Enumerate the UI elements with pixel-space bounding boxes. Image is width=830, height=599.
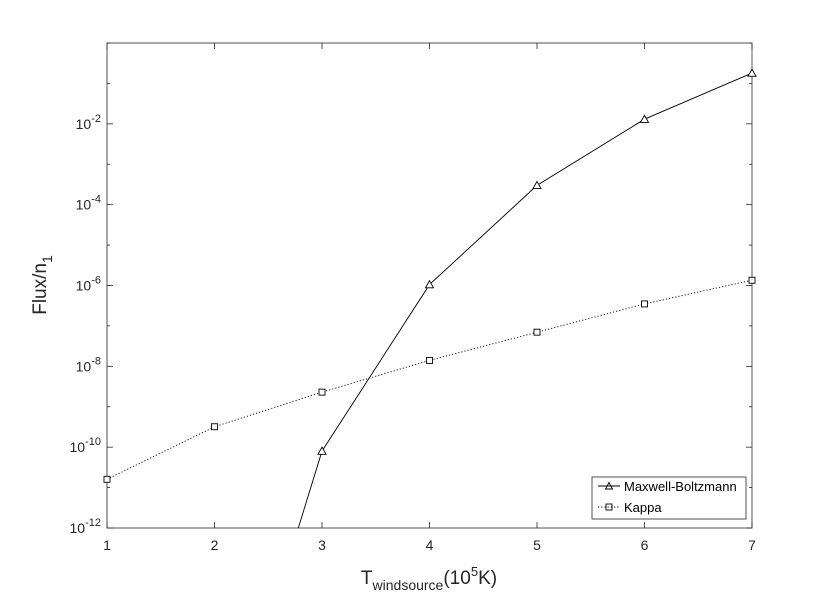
legend-label-kappa: Kappa	[624, 500, 662, 515]
data-point-triangle	[639, 114, 650, 123]
y-tick-label: 10-4	[76, 194, 101, 213]
data-point-square	[748, 276, 756, 284]
data-point-square	[533, 328, 541, 336]
data-point-square	[103, 475, 111, 483]
x-tick-label: 3	[318, 537, 326, 553]
x-tick-label: 1	[103, 537, 111, 553]
legend: Maxwell-Boltzmann Kappa	[591, 476, 747, 520]
x-axis-label-unit-superscript: 5	[471, 564, 478, 579]
data-point-square	[641, 300, 648, 308]
data-point-square	[211, 423, 218, 431]
x-axis-label-main: T	[361, 568, 373, 589]
legend-marker-triangle	[604, 481, 614, 490]
y-axis-label-subscript: 1	[39, 255, 55, 263]
x-tick-label: 4	[426, 537, 434, 553]
data-point-triangle	[317, 446, 327, 455]
y-tick-label: 10-10	[70, 436, 101, 455]
y-axis-label: Flux/n1	[30, 255, 55, 315]
data-point-triangle	[747, 68, 757, 77]
x-axis-label-unit-suffix: K)	[478, 568, 497, 589]
x-axis-label: Twindsource(105K)	[361, 564, 497, 593]
legend-marker-square	[605, 503, 613, 511]
y-axis-label-main: Flux/n	[30, 263, 51, 315]
x-tick-label: 5	[533, 537, 541, 553]
y-tick-label: 10-8	[76, 355, 101, 374]
data-point-triangle	[424, 279, 435, 289]
y-tick-label: 10-2	[76, 113, 101, 132]
y-tick-label: 10-12	[70, 517, 101, 536]
y-tick-label: 10-6	[76, 275, 101, 294]
data-point-square	[318, 388, 326, 396]
data-point-square	[426, 356, 433, 364]
axis-ticks: 1 2 3 4 5 6 7 10-12 10-10 10-8 10-6 10-4 10-2	[70, 42, 756, 553]
legend-box	[591, 476, 747, 520]
series-line-maxwell-boltzmann	[297, 72, 753, 529]
x-axis-label-unit-prefix: (10	[443, 568, 470, 589]
x-tick-label: 6	[641, 537, 649, 553]
plot-series	[103, 68, 757, 529]
data-point-triangle	[532, 180, 542, 190]
x-tick-label: 7	[748, 537, 756, 553]
x-tick-label: 2	[211, 537, 219, 553]
legend-label-maxwell-boltzmann: Maxwell-Boltzmann	[624, 479, 737, 494]
x-axis-label-subscript: windsource	[372, 577, 444, 593]
